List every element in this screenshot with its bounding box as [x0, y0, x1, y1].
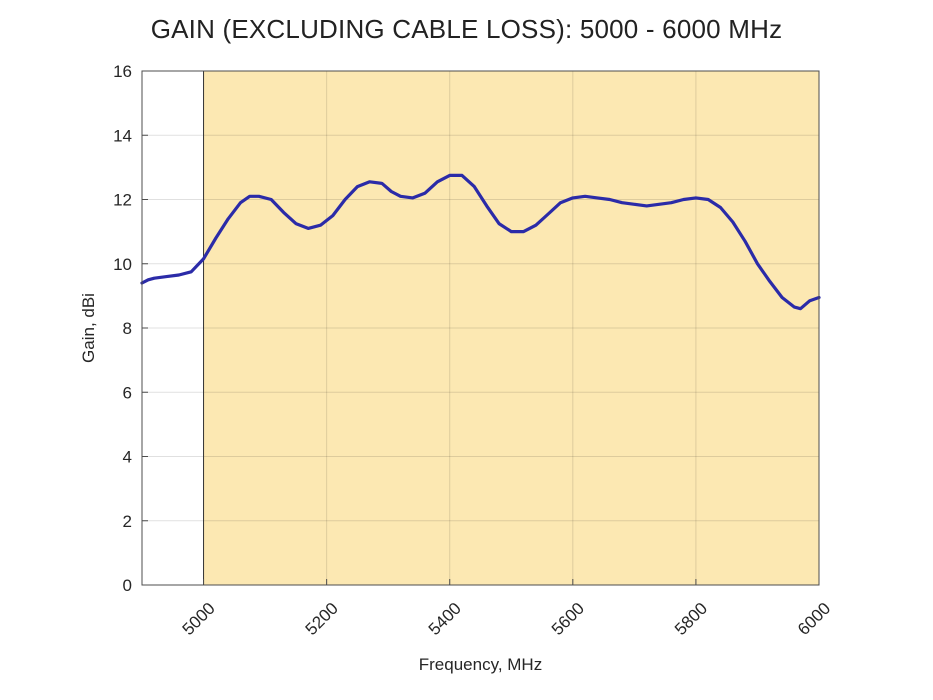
y-tick-label: 4: [123, 448, 132, 467]
y-tick-label: 14: [113, 126, 132, 145]
y-tick-label: 2: [123, 512, 132, 531]
x-tick-label: 5200: [302, 599, 342, 639]
y-tick-label: 16: [113, 62, 132, 81]
x-tick-label: 5800: [671, 599, 711, 639]
x-axis-label: Frequency, MHz: [419, 655, 542, 674]
y-tick-label: 6: [123, 383, 132, 402]
x-axis-ticks: 5000 5200 5400 5600 5800 6000: [179, 579, 834, 639]
gain-series-line: [140, 173, 821, 311]
y-tick-label: 0: [123, 576, 132, 595]
x-tick-label: 6000: [794, 599, 834, 639]
x-tick-label: 5400: [425, 599, 465, 639]
highlight-band: [203, 71, 819, 585]
y-tick-label: 10: [113, 255, 132, 274]
y-tick-label: 8: [123, 319, 132, 338]
y-tick-label: 12: [113, 191, 132, 210]
y-axis-label: Gain, dBi: [79, 293, 98, 363]
x-tick-label: 5000: [179, 599, 219, 639]
x-tick-label: 5600: [548, 599, 588, 639]
y-axis-ticks: 0 2 4 6 8 10 12 14 16: [113, 62, 148, 595]
chart-title: GAIN (EXCLUDING CABLE LOSS): 5000 - 6000…: [150, 14, 783, 44]
